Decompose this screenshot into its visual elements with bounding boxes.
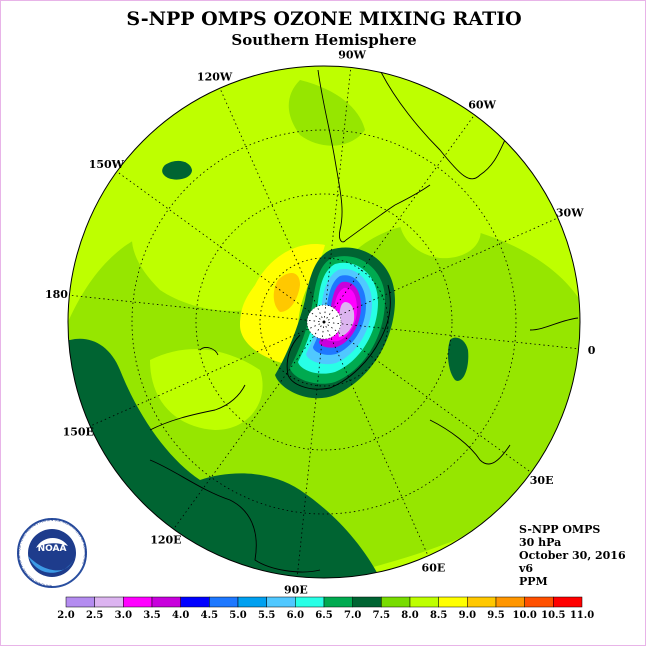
info-units: PPM <box>519 575 548 588</box>
figure-subtitle: Southern Hemisphere <box>231 31 417 49</box>
field-patch-dark-east <box>447 337 469 381</box>
coastline-peninsula <box>345 184 431 241</box>
lon-label-180: 180 <box>45 288 68 301</box>
lon-label-150w: 150W <box>89 158 125 171</box>
coastline-africa-tip <box>529 317 579 331</box>
field-region-light-east <box>399 205 481 259</box>
field-region-orange <box>273 273 300 312</box>
lon-label-30w: 30W <box>556 207 584 220</box>
figure-title: S-NPP OMPS OZONE MIXING RATIO <box>126 8 522 30</box>
coastline-antarctica <box>286 284 391 390</box>
map-border <box>67 65 581 579</box>
field-region-north <box>288 80 365 146</box>
ozone-field <box>68 66 580 578</box>
info-level: 30 hPa <box>519 536 562 549</box>
info-instrument: S-NPP OMPS <box>519 523 601 536</box>
coastline-island <box>199 347 219 356</box>
info-date: October 30, 2016 <box>519 549 626 562</box>
lat-circle-30s <box>131 129 517 515</box>
field-region-light-west <box>131 197 294 311</box>
coastline-south-america-east <box>379 69 506 180</box>
coastline-south-america <box>317 69 347 243</box>
lon-label-120w: 120W <box>197 70 233 83</box>
longitude-labels: 0 30E 60E 90E 120E 150E 180 150W 120W 90W 60W 30W <box>45 48 596 596</box>
lon-label-150e: 150E <box>63 425 94 438</box>
lon-label-0: 0 <box>588 344 596 357</box>
lat-circle-70s <box>259 257 389 387</box>
coastline-australia <box>149 459 321 573</box>
vortex-core <box>338 302 355 337</box>
lon-label-30e: 30E <box>530 474 554 487</box>
coastline-new-zealand <box>149 384 246 431</box>
field-region-mid-east <box>420 300 580 460</box>
lon-label-90w: 90W <box>338 48 366 61</box>
lat-circle-50s <box>195 193 453 451</box>
info-block: S-NPP OMPS 30 hPa October 30, 2016 v6 PP… <box>519 523 626 588</box>
lon-label-60w: 60W <box>468 98 496 111</box>
lon-label-60e: 60E <box>422 562 446 575</box>
coastlines <box>149 69 579 573</box>
field-patch-dark-north <box>162 160 192 180</box>
graticule <box>69 67 579 577</box>
field-region-light-southwest <box>150 349 263 430</box>
info-version: v6 <box>519 562 534 575</box>
lon-label-90e: 90E <box>284 584 308 597</box>
coastline-madagascar <box>429 419 511 465</box>
lon-label-120e: 120E <box>150 534 181 547</box>
